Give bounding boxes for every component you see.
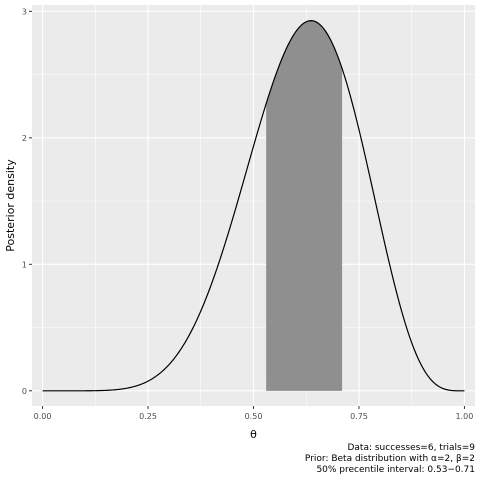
caption-line-3: 50% precentile interval: 0.53−0.71	[316, 465, 475, 475]
caption-line-2: Prior: Beta distribution with α=2, β=2	[305, 454, 475, 464]
y-tick-label: 0	[22, 387, 27, 396]
density-curve	[42, 20, 465, 392]
x-tick-label: 0.00	[34, 412, 52, 421]
x-tick-label: 0.50	[245, 412, 263, 421]
x-tick-label: 0.25	[139, 412, 157, 421]
x-tick-label: 1.00	[456, 412, 474, 421]
y-axis-title: Posterior density	[4, 159, 17, 252]
y-tick-label: 1	[22, 260, 27, 269]
x-axis: 0.00 0.25 0.50 0.75 1.00	[34, 406, 474, 421]
y-axis: 0 1 2 3	[22, 7, 32, 396]
y-tick-label: 2	[22, 134, 27, 143]
y-tick-label: 3	[22, 7, 27, 16]
shaded-interval-area	[266, 20, 343, 391]
x-tick-label: 0.75	[350, 412, 368, 421]
caption-line-1: Data: successes=6, trials=9	[347, 443, 475, 453]
x-axis-title: θ	[250, 428, 257, 441]
